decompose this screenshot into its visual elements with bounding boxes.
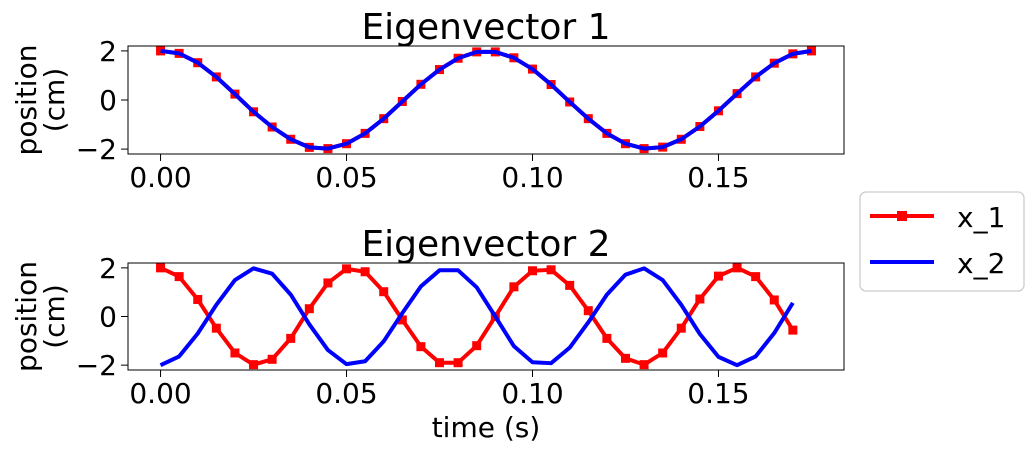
data-point-x_1 [156,263,166,273]
data-point-x_1 [416,342,426,352]
data-point-x_1 [193,294,203,304]
x-tick-label: 0.15 [687,161,749,194]
data-point-x_1 [788,325,798,335]
data-point-x_1 [342,264,352,274]
legend: x_1 x_2 [859,191,1025,292]
plot-frame [127,45,845,155]
data-point-x_1 [583,306,593,316]
data-point-x_1 [732,263,742,273]
data-point-x_1 [435,358,445,368]
y-tick-label: 2 [99,35,117,68]
legend-marker-x_1 [897,211,907,221]
data-point-x_1 [769,295,779,305]
x-tick-label: 0.00 [129,377,191,410]
series-line-x_2 [160,48,812,151]
legend-entry-x_1: x_1 [870,201,1005,234]
data-point-x_1 [453,358,463,368]
x-tick-label: 0.10 [501,161,563,194]
chart-title: Eigenvector 1 [361,7,610,48]
series-line-x_2 [159,266,795,368]
plot-frame [127,262,845,371]
data-point-x_1 [546,265,556,275]
data-point-x_1 [174,272,184,282]
data-point-x_1 [397,315,407,325]
data-point-x_1 [230,348,240,358]
data-point-x_1 [472,341,482,351]
data-point-x_1 [676,323,686,333]
data-point-x_1 [527,266,537,276]
legend-entry-x_2: x_2 [870,247,1005,280]
x-tick-label: 0.15 [687,377,749,410]
data-point-x_1 [379,287,389,297]
data-point-x_1 [211,323,221,333]
data-point-x_1 [286,333,296,343]
y-axis-label: position(cm) [10,45,71,156]
data-point-x_1 [602,333,612,343]
data-point-x_1 [658,348,668,358]
data-point-x_1 [509,282,519,292]
data-point-x_1 [249,360,259,370]
legend-label-x_2: x_2 [957,247,1005,280]
data-point-x_1 [751,272,761,282]
x-tick-label: 0.05 [315,377,377,410]
chart-title: Eigenvector 2 [361,224,610,265]
y-tick-label: 0 [99,301,117,334]
data-point-x_1 [304,304,314,314]
data-point-x_1 [267,354,277,364]
x-tick-label: 0.10 [501,377,563,410]
y-tick-label: 2 [99,252,117,285]
series-line-x_1 [160,48,812,151]
data-point-x_1 [713,271,723,281]
data-point-x_1 [156,46,166,56]
data-point-x_1 [695,294,705,304]
y-tick-label: −2 [76,349,117,382]
subplot-eigenvector-1: Eigenvector 1 0.00 0.05 0.10 0.15 −2 0 2 positio… [10,7,845,194]
data-point-x_1 [323,278,333,288]
data-point-x_1 [620,353,630,363]
subplot-eigenvector-2: Eigenvector 2 0.00 0.05 0.10 0.15 −2 0 2 positio… [10,224,845,444]
y-axis-label: position(cm) [10,261,71,372]
y-tick-label: −2 [76,133,117,166]
data-point-x_1 [565,280,575,290]
data-point-x_1 [806,46,816,56]
data-point-x_1 [639,360,649,370]
x-tick-label: 0.00 [129,161,191,194]
legend-label-x_1: x_1 [957,201,1005,234]
x-tick-label: 0.05 [315,161,377,194]
y-tick-label: 0 [99,84,117,117]
data-point-x_1 [360,267,370,277]
x-axis-label: time (s) [432,411,541,444]
